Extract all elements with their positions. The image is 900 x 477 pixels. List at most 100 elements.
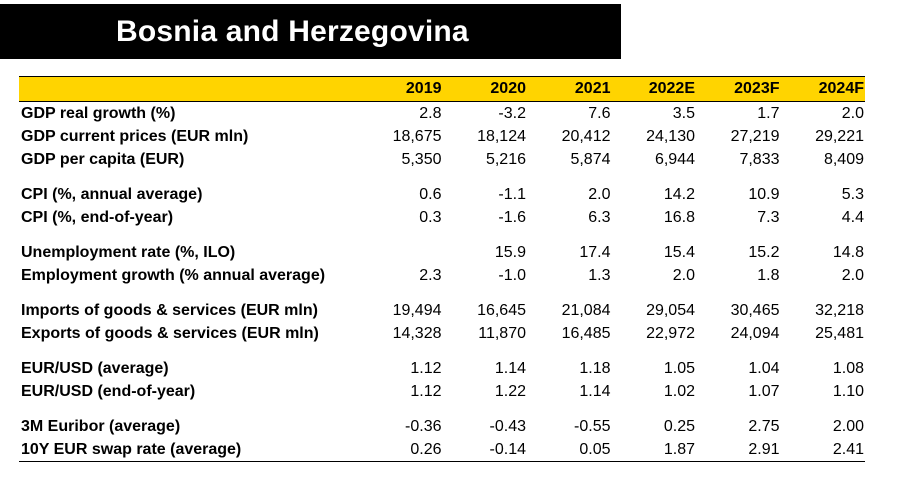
cell-value: 2.0: [841, 105, 864, 122]
cell-value: 21,084: [561, 302, 611, 319]
cell-value: 29,054: [646, 302, 695, 319]
row-spacer: [19, 287, 865, 299]
table-row: GDP current prices (EUR mln) 18,675 18,1…: [19, 125, 865, 148]
table-row: CPI (%, annual average) 0.6 -1.1 2.0 14.…: [19, 183, 865, 206]
row-spacer: [19, 229, 865, 241]
row-label: GDP current prices (EUR mln): [21, 128, 249, 145]
row-label: Employment growth (% annual average): [21, 267, 326, 284]
cell-value: 4.4: [841, 209, 864, 226]
header-row: 2019 2020 2021 2022E 2023F 2024F: [19, 76, 865, 102]
cell-value: 1.14: [579, 383, 611, 400]
cell-value: 16,645: [477, 302, 526, 319]
cell-value: 25,481: [815, 325, 864, 342]
cell-value: 2.0: [672, 267, 695, 284]
cell-value: 24,094: [730, 325, 780, 342]
cell-value: 1.10: [832, 383, 864, 400]
cell-value: 18,675: [392, 128, 442, 145]
cell-value: 29,221: [815, 128, 864, 145]
cell-value: 6.3: [588, 209, 611, 226]
cell-value: -0.14: [442, 438, 527, 462]
table-row: Unemployment rate (%, ILO) 15.9 17.4 15.…: [19, 241, 865, 264]
cell-value: 7,833: [739, 151, 780, 168]
row-label: EUR/USD (average): [21, 360, 169, 377]
cell-value: 1.04: [748, 360, 780, 377]
cell-value: 8,409: [823, 151, 864, 168]
column-header: 2020: [490, 80, 526, 97]
cell-value: 5,874: [570, 151, 611, 168]
cell-value: 2.0: [588, 186, 611, 203]
cell-value: 0.05: [527, 438, 612, 462]
table-row: Employment growth (% annual average) 2.3…: [19, 264, 865, 287]
cell-value: 7.6: [588, 105, 611, 122]
macro-indicators-table: 2019 2020 2021 2022E 2023F 2024F GDP rea…: [19, 76, 865, 462]
page-title: Bosnia and Herzegovina: [0, 4, 621, 59]
column-header: 2019: [405, 80, 442, 97]
cell-value: 1.05: [663, 360, 695, 377]
cell-value: 18,124: [477, 128, 526, 145]
cell-value: 14,328: [392, 325, 442, 342]
cell-value: -1.0: [498, 267, 526, 284]
cell-value: 30,465: [730, 302, 780, 319]
cell-value: 1.12: [410, 383, 442, 400]
cell-value: 1.14: [494, 360, 526, 377]
row-label: CPI (%, annual average): [21, 186, 203, 203]
row-label: CPI (%, end-of-year): [21, 209, 174, 226]
cell-value: 1.18: [579, 360, 611, 377]
row-label: 3M Euribor (average): [21, 418, 181, 435]
cell-value: 1.7: [757, 105, 780, 122]
row-spacer: [19, 345, 865, 357]
table-row: GDP per capita (EUR) 5,350 5,216 5,874 6…: [19, 148, 865, 171]
table-row: CPI (%, end-of-year) 0.3 -1.6 6.3 16.8 7…: [19, 206, 865, 229]
cell-value: 1.8: [757, 267, 780, 284]
cell-value: 2.91: [696, 438, 781, 462]
cell-value: 15.2: [748, 244, 780, 261]
row-spacer: [19, 171, 865, 183]
cell-value: 5.3: [841, 186, 864, 203]
cell-value: 1.08: [832, 360, 864, 377]
cell-value: 32,218: [815, 302, 864, 319]
table-row: 10Y EUR swap rate (average) 0.26 -0.14 0…: [19, 438, 865, 462]
column-header: 2023F: [734, 80, 780, 97]
cell-value: 15.4: [663, 244, 695, 261]
cell-value: 2.41: [780, 438, 865, 462]
cell-value: 0.6: [419, 186, 442, 203]
column-header: 2022E: [648, 80, 695, 97]
cell-value: 5,216: [485, 151, 526, 168]
cell-value: -1.6: [498, 209, 526, 226]
cell-value: -0.36: [405, 418, 442, 435]
cell-value: -1.1: [498, 186, 526, 203]
cell-value: 1.12: [410, 360, 442, 377]
header-blank: [19, 77, 358, 102]
cell-value: 11,870: [478, 325, 526, 342]
cell-value: 0.26: [358, 438, 443, 462]
cell-value: 2.00: [832, 418, 864, 435]
cell-value: 1.22: [494, 383, 526, 400]
cell-value: 15.9: [494, 244, 526, 261]
column-header: 2024F: [818, 80, 864, 97]
cell-value: 24,130: [646, 128, 695, 145]
cell-value: [358, 241, 443, 264]
cell-value: 0.25: [663, 418, 695, 435]
cell-value: 5,350: [401, 151, 442, 168]
cell-value: 17.4: [579, 244, 611, 261]
cell-value: 16,485: [561, 325, 611, 342]
row-label: Imports of goods & services (EUR mln): [21, 302, 318, 319]
cell-value: 7.3: [757, 209, 780, 226]
cell-value: 27,219: [730, 128, 780, 145]
cell-value: 20,412: [561, 128, 611, 145]
row-label: Unemployment rate (%, ILO): [21, 244, 236, 261]
row-label: EUR/USD (end-of-year): [21, 383, 196, 400]
row-spacer: [19, 403, 865, 415]
cell-value: 14.2: [663, 186, 695, 203]
cell-value: -0.43: [489, 418, 526, 435]
cell-value: 2.0: [841, 267, 864, 284]
table-header: 2019 2020 2021 2022E 2023F 2024F: [19, 76, 865, 102]
cell-value: 6,944: [654, 151, 695, 168]
cell-value: 1.02: [663, 383, 695, 400]
table-row: Exports of goods & services (EUR mln) 14…: [19, 322, 865, 345]
table-row: EUR/USD (end-of-year) 1.12 1.22 1.14 1.0…: [19, 380, 865, 403]
row-label: GDP real growth (%): [21, 105, 176, 122]
table-row: GDP real growth (%) 2.8 -3.2 7.6 3.5 1.7…: [19, 102, 865, 126]
cell-value: 2.8: [419, 105, 442, 122]
cell-value: 10.9: [748, 186, 780, 203]
